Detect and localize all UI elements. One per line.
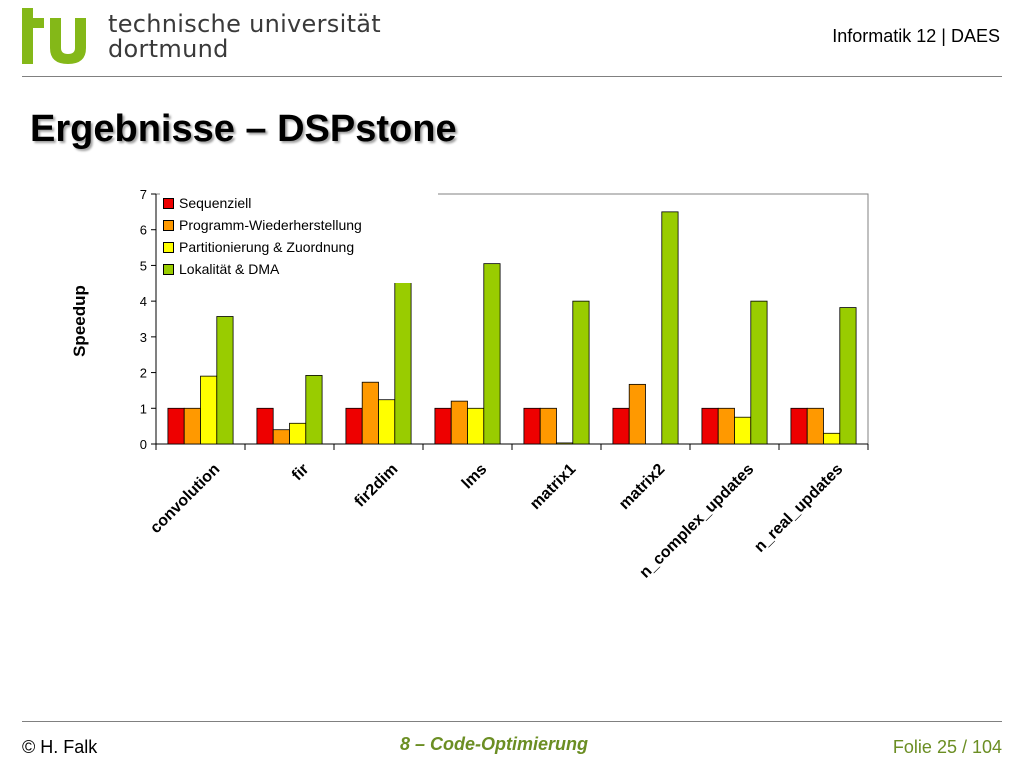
bar xyxy=(434,407,452,445)
slide-title: Ergebnisse – DSPstone xyxy=(30,108,457,150)
bar xyxy=(612,407,630,445)
bar xyxy=(289,422,307,445)
bar xyxy=(167,407,185,445)
bar xyxy=(790,407,808,445)
university-name-line1: technische universität xyxy=(108,10,381,38)
bar xyxy=(806,407,824,445)
legend-label: Sequenziell xyxy=(179,195,252,211)
y-axis-label: Speedup xyxy=(70,285,89,357)
tu-logo-icon xyxy=(22,8,86,64)
bar xyxy=(183,407,201,445)
bar xyxy=(823,432,841,445)
university-name: technische universität dortmund xyxy=(108,12,381,62)
y-tick-label: 7 xyxy=(140,187,147,202)
bar xyxy=(216,316,234,445)
bar xyxy=(628,383,646,445)
bar xyxy=(345,407,363,445)
bar xyxy=(467,407,485,445)
footer-author: © H. Falk xyxy=(22,737,98,757)
x-category-label: fir2dim xyxy=(352,461,402,511)
bar xyxy=(839,307,857,445)
bar xyxy=(200,375,218,445)
footer-slide-number: Folie 25 / 104 xyxy=(892,737,1002,757)
bar xyxy=(701,407,719,445)
y-tick-label: 2 xyxy=(140,366,147,381)
bar xyxy=(661,211,679,445)
legend-label: Programm-Wiederherstellung xyxy=(179,217,362,233)
legend-item-partitionierung: Partitionierung & Zuordnung xyxy=(163,237,354,257)
bar xyxy=(483,263,501,445)
bar xyxy=(572,300,590,445)
speedup-bar-chart: 0 1 2 3 4 5 6 7 convolution fir fir2dim lms matrix1 m… xyxy=(140,187,869,582)
footer-chapter: 8 – Code-Optimierung xyxy=(400,734,589,754)
legend-item-sequenziell: Sequenziell xyxy=(163,193,251,213)
institute-label: Informatik 12 | DAES xyxy=(832,26,1000,46)
legend-item-lokalitaet-dma: Lokalität & DMA xyxy=(163,259,279,279)
bar xyxy=(378,399,396,445)
bar xyxy=(734,416,752,445)
legend-swatch xyxy=(163,220,174,231)
y-tick-label: 3 xyxy=(140,330,147,345)
bar xyxy=(450,400,468,445)
bar xyxy=(556,442,574,445)
chart-legend: Sequenziell Programm-Wiederherstellung P… xyxy=(160,193,438,283)
y-tick-label: 4 xyxy=(140,294,147,309)
bar xyxy=(717,407,735,445)
bar xyxy=(750,300,768,445)
y-tick-label: 5 xyxy=(140,258,147,273)
bar xyxy=(523,407,541,445)
bar xyxy=(272,429,290,445)
bar xyxy=(361,381,379,445)
legend-swatch xyxy=(163,264,174,275)
legend-item-programm-wiederherstellung: Programm-Wiederherstellung xyxy=(163,215,362,235)
university-name-line2: dortmund xyxy=(108,35,229,63)
x-category-label: fir xyxy=(289,461,312,484)
x-category-label: matrix1 xyxy=(527,461,579,513)
legend-label: Lokalität & DMA xyxy=(179,261,280,277)
y-tick-label: 0 xyxy=(140,437,147,452)
x-category-label: convolution xyxy=(147,461,223,537)
x-category-label: lms xyxy=(459,461,491,493)
legend-label: Partitionierung & Zuordnung xyxy=(179,239,355,255)
header-divider xyxy=(22,76,1002,77)
bar xyxy=(539,407,557,445)
bar xyxy=(305,375,323,445)
bar xyxy=(256,407,274,445)
y-tick-label: 1 xyxy=(140,401,147,416)
legend-swatch xyxy=(163,198,174,209)
x-category-label: n_real_updates xyxy=(751,461,846,556)
legend-swatch xyxy=(163,242,174,253)
x-category-label: matrix2 xyxy=(616,461,668,513)
footer-divider xyxy=(22,721,1002,722)
y-tick-label: 6 xyxy=(140,223,147,238)
